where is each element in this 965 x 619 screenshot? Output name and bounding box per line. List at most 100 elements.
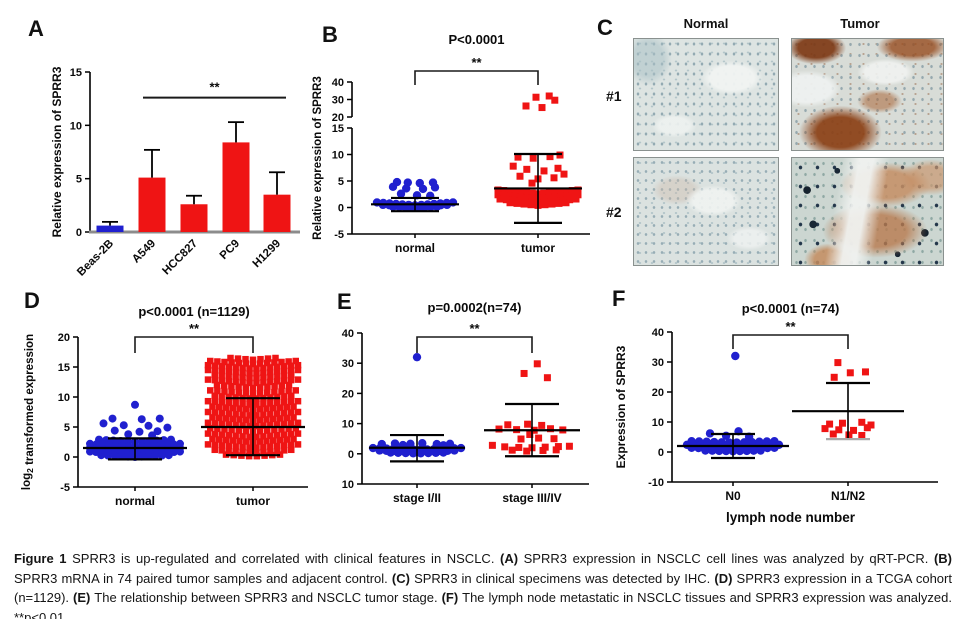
svg-text:H1299: H1299 <box>251 238 283 270</box>
svg-text:**: ** <box>209 80 220 95</box>
svg-text:p<0.0001 (n=74): p<0.0001 (n=74) <box>742 301 840 316</box>
panel-d-chart: -5 0 5 10 15 20 normal tumor ** p<0.0001 (n=1129)… <box>21 304 308 508</box>
panel-label-f: F <box>612 286 626 311</box>
svg-text:stage III/IV: stage III/IV <box>502 491 561 505</box>
ihc-image-normal-2 <box>633 157 779 266</box>
svg-text:5: 5 <box>64 422 70 434</box>
caption-segment: (C) <box>391 570 415 586</box>
svg-text:stage I/II: stage I/II <box>393 491 441 505</box>
svg-text:30: 30 <box>342 358 354 370</box>
panel-c-column-header-normal: Normal <box>683 16 729 31</box>
panel-e-chart: 40 30 20 10 0 10 stage I/II stage III/IV ** p=0.0… <box>342 300 589 505</box>
scatter-group-stage III/IV <box>484 360 580 458</box>
svg-text:PC9: PC9 <box>218 238 242 262</box>
svg-text:20: 20 <box>332 112 344 124</box>
svg-text:**: ** <box>189 321 200 336</box>
svg-text:10: 10 <box>652 417 664 429</box>
svg-text:A549: A549 <box>130 238 158 266</box>
svg-text:40: 40 <box>332 77 344 89</box>
bar-Beas-2B <box>96 225 124 232</box>
panel-a-chart: 0 5 10 15 Beas-2B A549 HCC827 PC9 H1299 ** Relativ… <box>50 66 300 279</box>
svg-text:20: 20 <box>652 387 664 399</box>
caption-segment: Figure 1 <box>14 551 73 566</box>
panel-label-b: B <box>322 22 338 47</box>
panel-f-chart: -10 0 10 20 30 40 N0 N1/N2 ** p<0.0001 (n=74) Expr… <box>614 301 938 525</box>
svg-text:10: 10 <box>332 150 344 162</box>
scatter-group-stage I/II <box>368 352 466 463</box>
svg-text:20: 20 <box>342 388 354 400</box>
svg-text:15: 15 <box>70 67 82 79</box>
caption-segment: SPRR3 mRNA in 74 paired tumor samples an… <box>14 570 392 586</box>
svg-text:-10: -10 <box>648 477 664 489</box>
svg-text:-5: -5 <box>60 482 70 494</box>
svg-text:tumor: tumor <box>236 494 270 508</box>
caption-segment: The lymph node metastatic in NSCLC tissu… <box>14 590 952 619</box>
svg-text:N0: N0 <box>725 489 741 503</box>
svg-text:0: 0 <box>348 449 354 461</box>
scatter-group-N1/N2 <box>792 359 904 441</box>
svg-text:0: 0 <box>64 452 70 464</box>
svg-text:30: 30 <box>652 357 664 369</box>
panel-label-a: A <box>28 16 44 41</box>
caption-segment: SPRR3 expression in a TCGA cohort (n=112… <box>14 570 952 606</box>
panel-c-column-header-tumor: Tumor <box>840 16 880 31</box>
panel-label-c: C <box>597 15 613 40</box>
svg-text:15: 15 <box>332 123 344 135</box>
svg-text:5: 5 <box>76 174 82 186</box>
scatter-group-normal <box>371 177 459 213</box>
svg-text:**: ** <box>469 321 480 336</box>
svg-text:Relative expression of SPRR3: Relative expression of SPRR3 <box>50 66 64 237</box>
caption-segment: SPRR3 is up-regulated and correlated wit… <box>72 551 501 566</box>
svg-text:Beas-2B: Beas-2B <box>75 238 116 279</box>
panel-c-row-label-2: #2 <box>606 204 622 220</box>
svg-text:5: 5 <box>338 176 344 188</box>
caption-segment: (B) <box>933 551 952 566</box>
svg-text:15: 15 <box>58 362 70 374</box>
scatter-group-tumor <box>494 92 582 224</box>
svg-text:log2 transformed expression: log2 transformed expression <box>21 334 36 490</box>
ihc-image-tumor-1 <box>791 38 944 151</box>
panel-c-row-label-1: #1 <box>606 88 622 104</box>
svg-text:10: 10 <box>342 419 354 431</box>
bar-HCC827 <box>180 204 208 232</box>
svg-text:normal: normal <box>395 241 435 255</box>
svg-text:0: 0 <box>76 227 82 239</box>
svg-text:0: 0 <box>658 447 664 459</box>
svg-text:**: ** <box>785 319 796 334</box>
svg-text:N1/N2: N1/N2 <box>831 489 865 503</box>
svg-text:HCC827: HCC827 <box>160 238 200 278</box>
caption-segment: (D) <box>714 570 737 586</box>
scatter-group-normal <box>83 400 187 461</box>
svg-text:40: 40 <box>342 328 354 340</box>
caption-segment: (F) <box>441 590 463 605</box>
caption-segment: The relationship between SPRR3 and NSCLC… <box>94 590 442 605</box>
svg-text:10: 10 <box>342 479 354 491</box>
svg-text:normal: normal <box>115 494 155 508</box>
scatter-group-N0 <box>677 351 789 460</box>
caption-segment: SPRR3 expression in NSCLC cell lines was… <box>523 551 934 566</box>
svg-text:30: 30 <box>332 95 344 107</box>
scatter-chart-F: -10 0 10 20 30 40 N0 N1/N2 ** p<0.0001 (n=74) Expr… <box>614 301 938 525</box>
figure-caption: Figure 1 SPRR3 is up-regulated and corre… <box>14 549 952 619</box>
panel-label-d: D <box>24 288 40 313</box>
bar-A549 <box>138 177 166 232</box>
bar-H1299 <box>263 194 291 232</box>
svg-text:Relative expression of SPRR3: Relative expression of SPRR3 <box>312 76 324 240</box>
panel-label-e: E <box>337 289 352 314</box>
svg-text:-5: -5 <box>334 229 344 241</box>
bar-PC9 <box>222 142 250 232</box>
svg-text:p<0.0001 (n=1129): p<0.0001 (n=1129) <box>138 304 249 319</box>
scatter-chart-E: 40 30 20 10 0 10 stage I/II stage III/IV ** p=0.0… <box>342 300 589 505</box>
ihc-image-tumor-2 <box>791 157 944 266</box>
svg-text:40: 40 <box>652 327 664 339</box>
svg-text:tumor: tumor <box>521 241 555 255</box>
svg-text:20: 20 <box>58 332 70 344</box>
caption-segment: SPRR3 in clinical specimens was detected… <box>414 570 715 586</box>
svg-text:10: 10 <box>58 392 70 404</box>
svg-text:p=0.0002(n=74): p=0.0002(n=74) <box>428 300 522 315</box>
svg-text:Expression of SPRR3: Expression of SPRR3 <box>614 345 628 468</box>
ihc-image-normal-1 <box>633 38 779 151</box>
